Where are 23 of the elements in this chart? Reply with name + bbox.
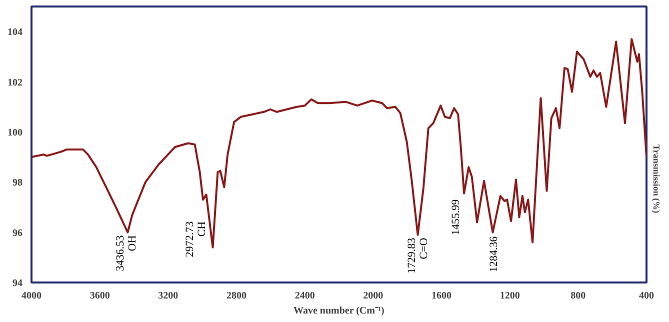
x-tick-label: 2400	[294, 290, 315, 302]
x-tick-label: 1600	[432, 290, 452, 302]
y-tick-label: 96	[12, 228, 22, 239]
y-tick-label: 98	[12, 178, 22, 189]
annotation: 1729.83 C=O	[406, 237, 430, 274]
x-tick-label: 4000	[22, 290, 42, 302]
y-tick-label: 94	[12, 278, 22, 289]
y-tick-label: 104	[8, 27, 22, 38]
y-tick-label: 102	[8, 77, 22, 88]
y-axis-title: Transmission (%)	[652, 144, 662, 214]
x-tick-label: 400	[639, 290, 654, 302]
x-tick-label: 800	[570, 290, 586, 302]
annotation: 3436.53 OH	[114, 234, 139, 272]
x-tick-label: 1200	[500, 290, 520, 302]
x-tick-label: 2000	[363, 290, 384, 302]
x-tick-label: 3600	[90, 290, 110, 302]
annotation: 1455.99	[450, 198, 462, 236]
x-tick-label: 3200	[158, 290, 178, 302]
y-tick-label: 100	[8, 127, 22, 138]
annotation: 2972.73 CH	[184, 220, 208, 258]
x-axis-title: Wave number (Cm⁻¹)	[294, 306, 384, 316]
x-tick-label: 2800	[226, 290, 246, 302]
annotation: 1284.36	[488, 236, 500, 272]
